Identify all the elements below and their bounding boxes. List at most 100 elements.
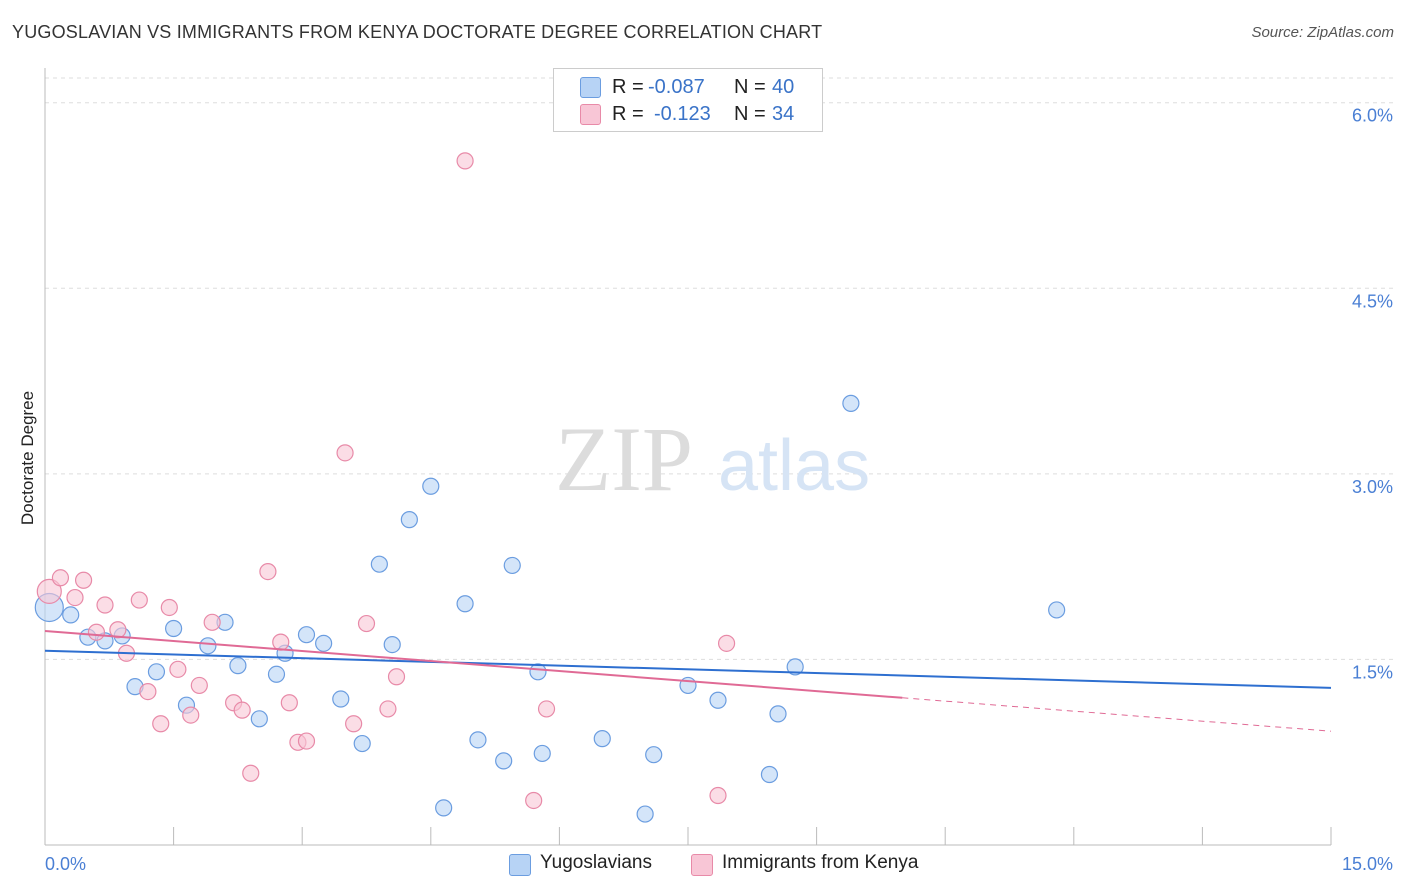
point-yugoslavian [645,746,663,764]
point-yugoslavian [456,595,474,613]
point-kenya [160,598,178,617]
source-label: Source: ZipAtlas.com [1251,24,1394,41]
point-kenya [379,700,397,718]
point-kenya [152,715,170,733]
series-legend: Yugoslavians Immigrants from Kenya [0,852,1406,878]
legend-n-label: N = [734,76,766,98]
point-yugoslavian [353,734,371,753]
point-kenya [182,706,200,724]
point-yugoslavian [495,752,513,770]
point-kenya [51,569,70,587]
point-kenya [233,701,251,719]
series-label: Yugoslavians [540,852,652,873]
point-kenya [537,700,556,718]
point-kenya [242,764,260,782]
point-yugoslavian [297,626,316,644]
point-yugoslavian [760,765,779,784]
point-kenya [74,571,93,589]
legend-swatch-pink [580,104,601,125]
point-yugoslavian [503,556,521,575]
y-tick-label: 6.0% [1352,106,1393,126]
point-yugoslavian [199,637,217,655]
point-yugoslavian [786,658,804,676]
gridlines [45,77,1395,660]
point-yugoslavian [636,805,654,823]
x-tick-label: 15.0% [1342,854,1393,874]
point-yugoslavian [332,690,350,708]
legend-r-value: -0.123 [654,103,711,125]
point-yugoslavian [593,730,611,748]
trend-line-yugoslavians [44,649,1332,689]
point-kenya [96,596,114,614]
chart-title: YUGOSLAVIAN VS IMMIGRANTS FROM KENYA DOC… [12,22,823,42]
point-yugoslavian [315,634,333,652]
point-kenya [259,563,277,581]
point-kenya [387,668,406,686]
watermark: ZIP atlas [555,408,870,510]
point-yugoslavian [435,799,453,817]
point-kenya [36,578,62,604]
trend-line-kenya [44,629,903,699]
y-tick-label: 4.5% [1352,291,1393,311]
point-kenya [297,732,316,750]
point-kenya [717,634,736,652]
point-yugoslavian [422,477,440,495]
point-yugoslavian [842,394,860,412]
point-kenya [87,623,106,641]
x-tick-label: 0.0% [45,854,86,874]
point-yugoslavian [533,744,551,763]
point-kenya [66,588,84,607]
point-yugoslavian [400,511,418,529]
point-kenya [525,791,543,810]
point-yugoslavian [769,705,787,723]
series-swatch-blue [509,854,531,876]
trend-extension-kenya [902,697,1332,732]
point-yugoslavian [370,555,388,573]
stats-legend: R = -0.087 N = 40 R = -0.123 N = 34 [553,68,823,132]
series-label: Immigrants from Kenya [722,852,919,873]
point-kenya [109,621,127,639]
point-yugoslavian [147,663,166,681]
point-yugoslavian [1048,601,1066,619]
tick-labels: 1.5% 3.0% 4.5% 6.0% 0.0% 15.0% [45,106,1393,874]
point-kenya [357,614,376,633]
watermark-zip: ZIP [555,408,693,510]
point-yugoslavian [250,710,268,728]
point-yugoslavian [267,665,286,683]
point-kenya [345,715,363,733]
legend-r-label: R = [612,76,644,98]
legend-r-label: R = [612,103,644,125]
point-kenya [709,786,727,805]
watermark-atlas: atlas [718,426,870,506]
axes [44,68,1332,846]
legend-row-yugoslavians: R = -0.087 N = 40 [554,74,822,100]
point-yugoslavian [709,691,727,709]
point-kenya [280,694,298,712]
point-kenya [336,444,354,462]
legend-n-value: 40 [772,76,795,98]
point-yugoslavian [165,619,183,638]
point-kenya [203,613,221,631]
legend-r-value: -0.087 [648,76,705,98]
y-tick-label: 1.5% [1352,662,1393,682]
data-points [34,152,1066,823]
point-yugoslavian [529,663,547,681]
trend-lines [44,629,1332,732]
legend-row-kenya: R = -0.123 N = 34 [554,101,822,127]
legend-swatch-blue [580,77,601,98]
legend-n-label: N = [734,103,766,125]
point-yugoslavian [62,606,80,624]
series-swatch-pink [691,854,713,876]
point-yugoslavian [229,657,247,675]
point-kenya [139,682,157,701]
legend-n-value: 34 [772,103,795,125]
y-tick-label: 3.0% [1352,477,1393,497]
point-yugoslavian [469,731,487,749]
point-kenya [130,591,148,609]
point-kenya [272,633,290,651]
point-kenya [190,676,208,695]
point-kenya [456,152,474,170]
point-yugoslavian [383,635,401,654]
point-kenya [169,660,187,678]
